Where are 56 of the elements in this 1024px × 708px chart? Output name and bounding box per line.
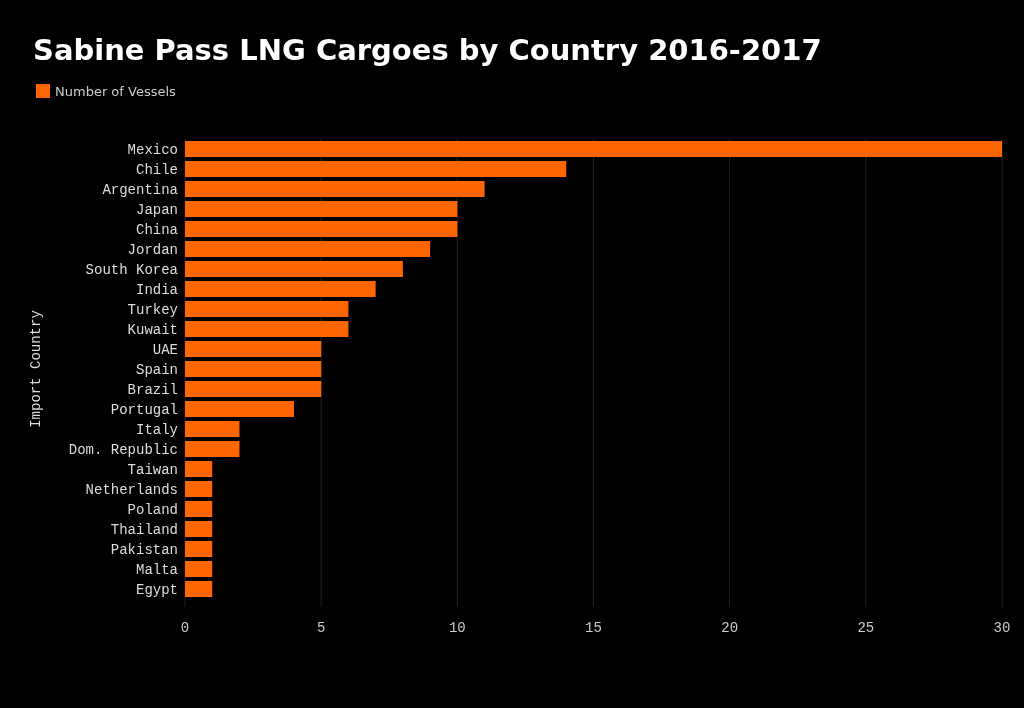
bar [185,421,240,437]
bar [185,141,1002,157]
y-tick-label: Mexico [127,141,178,158]
y-tick-label: Netherlands [85,481,178,498]
y-tick-label: Thailand [110,521,178,538]
y-tick-label: South Korea [85,261,178,278]
bar [185,261,403,277]
bar [185,441,240,457]
y-tick-label: Egypt [135,581,178,598]
x-tick-label: 20 [721,620,739,636]
y-tick-label: Dom. Republic [68,441,178,458]
x-tick-label: 0 [180,620,190,636]
y-tick-label: China [135,221,178,238]
bar [185,281,376,297]
y-tick-label: Jordan [127,241,178,258]
bar [185,521,213,537]
y-tick-label: Argentina [102,181,178,198]
y-tick-label: Taiwan [127,461,178,478]
bar [185,481,213,497]
bar [185,581,213,597]
y-tick-label: Kuwait [127,321,178,338]
bar [185,401,294,417]
bar [185,181,485,197]
bar [185,341,322,357]
bar [185,301,349,317]
y-tick-label: Chile [135,161,178,178]
y-tick-label: UAE [152,341,178,358]
y-tick-label: Portugal [110,401,178,418]
bar [185,321,349,337]
bar [185,361,322,377]
chart-title: Sabine Pass LNG Cargoes by Country 2016-2017 [33,33,822,67]
bar [185,161,567,177]
y-tick-label: Brazil [127,381,178,398]
bar [185,461,213,477]
y-tick-label: Italy [135,421,178,438]
bar [185,561,213,577]
x-tick-label: 5 [316,620,326,636]
bar [185,381,322,397]
bar [185,201,458,217]
y-tick-label: Poland [127,501,178,518]
bar [185,541,213,557]
y-tick-label: Pakistan [110,541,178,558]
legend-label: Number of Vessels [55,84,177,99]
x-tick-label: 25 [857,620,875,636]
bar [185,241,431,257]
y-tick-label: Turkey [127,301,178,318]
bar [185,221,458,237]
y-tick-label: Spain [135,361,178,378]
y-tick-label: India [135,281,178,298]
y-axis-title: Import Country [28,310,44,428]
y-tick-label: Japan [135,201,178,218]
x-tick-label: 10 [448,620,466,636]
y-tick-label: Malta [135,561,178,578]
bar [185,501,213,517]
x-tick-label: 30 [993,620,1011,636]
x-tick-label: 15 [585,620,602,636]
